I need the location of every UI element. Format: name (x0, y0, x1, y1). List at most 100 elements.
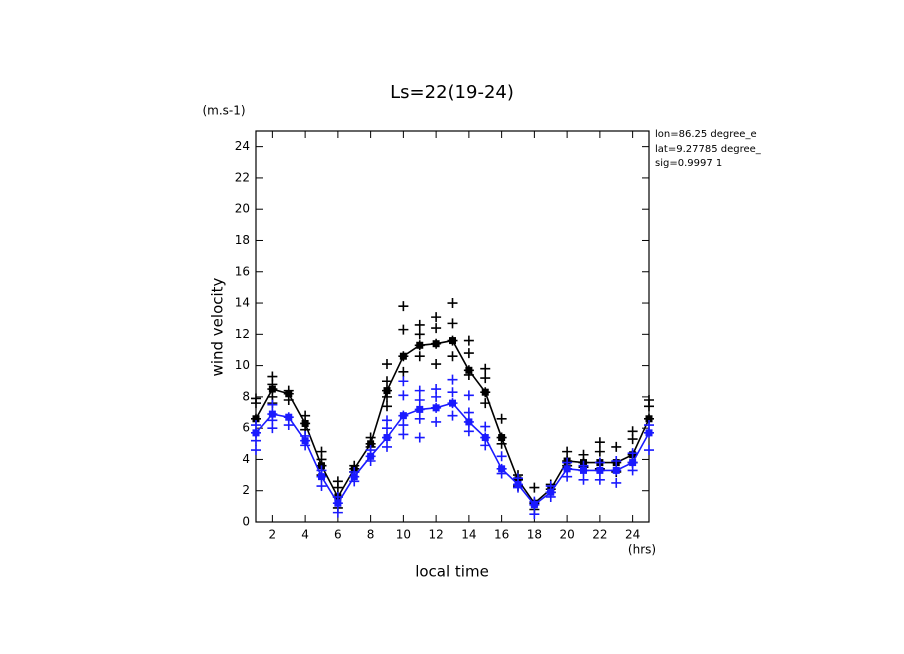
y-tick-label: 18 (235, 233, 250, 247)
plot-frame (255, 130, 650, 523)
mean-marker (432, 404, 440, 412)
cross-marker (251, 445, 261, 456)
cross-marker (382, 415, 392, 426)
mean-marker (301, 437, 309, 445)
x-tick-label: 10 (396, 528, 411, 542)
x-tick-label: 12 (428, 528, 443, 542)
mean-marker (498, 434, 506, 442)
cross-marker (398, 366, 409, 377)
cross-marker (398, 420, 409, 431)
cross-marker (627, 448, 638, 459)
mean-marker (416, 405, 424, 413)
cross-marker (529, 482, 540, 493)
cross-marker (644, 420, 654, 431)
cross-marker (463, 426, 474, 437)
cross-marker (594, 474, 605, 485)
cross-marker (644, 395, 654, 406)
cross-marker (611, 441, 622, 452)
mean-marker (645, 429, 653, 437)
mean-marker (252, 429, 260, 437)
cross-marker (267, 371, 278, 382)
mean-marker (530, 501, 538, 509)
annotation: sig=0.9997 1 (655, 158, 722, 169)
y-tick-label: 24 (235, 139, 250, 153)
cross-marker (529, 509, 540, 520)
cross-marker (414, 385, 425, 396)
cross-marker (496, 413, 507, 424)
cross-marker (431, 312, 442, 323)
cross-marker (447, 351, 458, 362)
mean-marker (285, 413, 293, 421)
cross-marker (251, 393, 261, 404)
cross-marker (414, 432, 425, 443)
x-tick-label: 14 (461, 528, 476, 542)
y-tick-label: 22 (235, 170, 250, 184)
x-tick-label: 4 (301, 528, 309, 542)
cross-marker (398, 301, 409, 312)
mean-marker (449, 399, 456, 407)
mean-marker (399, 352, 407, 360)
cross-marker (447, 318, 458, 329)
cross-marker (414, 395, 425, 406)
cross-marker (611, 477, 622, 488)
y-tick-label: 14 (235, 296, 250, 310)
y-tick-label: 4 (242, 452, 250, 466)
cross-marker (463, 390, 474, 401)
mean-marker (580, 466, 587, 474)
cross-marker (382, 441, 392, 452)
mean-marker (383, 434, 391, 442)
cross-marker (594, 437, 605, 448)
cross-marker (594, 457, 605, 468)
x-tick-label: 6 (334, 528, 342, 542)
mean-marker (301, 419, 309, 427)
cross-marker (332, 507, 343, 518)
mean-marker (252, 415, 260, 423)
x-tick-label: 18 (527, 528, 542, 542)
mean-marker (481, 388, 489, 396)
mean-marker (399, 412, 407, 420)
cross-marker (332, 476, 343, 487)
cross-marker (431, 323, 442, 334)
cross-marker (594, 446, 605, 457)
y-unit: (m.s-1) (202, 104, 245, 118)
cross-marker (480, 373, 491, 384)
mean-marker (498, 465, 506, 473)
cross-marker (316, 481, 327, 492)
mean-marker (449, 337, 456, 345)
cross-marker (447, 298, 458, 309)
mean-marker (563, 465, 571, 473)
mean-marker (416, 341, 424, 349)
mean-marker (285, 390, 293, 398)
cross-marker (578, 474, 589, 485)
x-tick-label: 20 (559, 528, 574, 542)
cross-marker (431, 384, 442, 395)
cross-marker (300, 410, 311, 421)
cross-marker (414, 351, 425, 362)
mean-marker (318, 473, 325, 481)
x-tick-label: 16 (494, 528, 509, 542)
cross-marker (431, 359, 442, 370)
mean-marker (596, 466, 604, 474)
mean-marker (547, 488, 555, 496)
mean-marker (465, 366, 473, 374)
mean-marker (432, 340, 440, 348)
cross-marker (562, 446, 573, 457)
cross-marker (447, 374, 458, 385)
mean-marker (465, 418, 473, 426)
cross-marker (480, 363, 491, 374)
x-tick-label: 2 (269, 528, 277, 542)
y-tick-label: 6 (242, 421, 250, 435)
cross-marker (398, 324, 409, 335)
cross-marker (398, 376, 409, 387)
y-tick-label: 16 (235, 264, 250, 278)
cross-marker (414, 319, 425, 330)
mean-marker (612, 466, 620, 474)
mean-line (255, 339, 650, 505)
cross-marker (644, 445, 654, 456)
cross-marker (496, 451, 507, 462)
cross-marker (578, 449, 589, 460)
cross-marker (251, 420, 261, 431)
y-tick-label: 20 (235, 202, 250, 216)
